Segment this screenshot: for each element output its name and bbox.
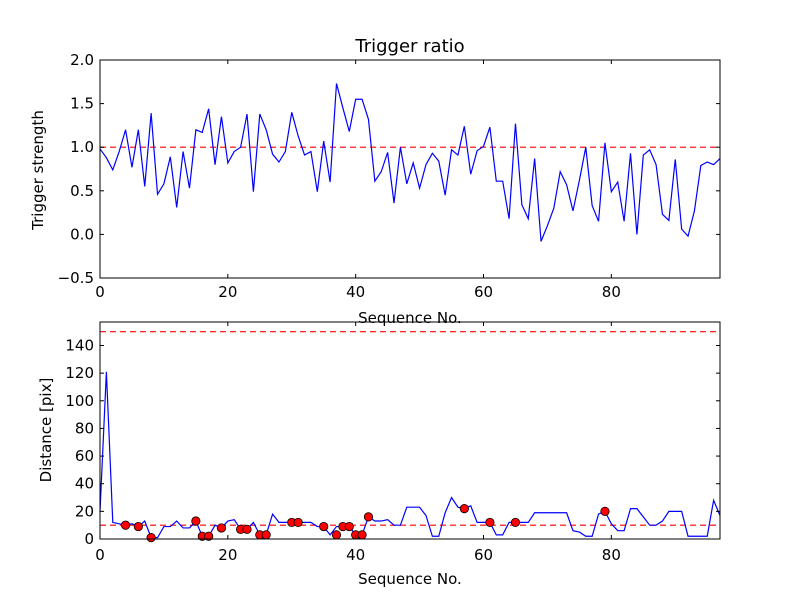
x-tick-label: 0 — [95, 546, 105, 564]
plot-area: 0 20 40 60 80 −0.5 0.0 0.5 1.0 1.5 2.0 — [58, 51, 721, 301]
y-tick-label: 100 — [65, 392, 94, 410]
data-point-marker — [242, 524, 252, 534]
data-point-marker — [510, 517, 521, 528]
y-tick-label: 20 — [75, 502, 94, 520]
data-point-marker — [319, 521, 329, 532]
y-tick-label: 40 — [75, 475, 94, 493]
x-tick-label: 60 — [474, 546, 493, 564]
data-point-marker — [357, 530, 367, 540]
x-axis-label: Sequence No. — [358, 570, 462, 588]
data-point-marker — [120, 520, 131, 530]
data-point-marker — [204, 531, 214, 541]
data-point-marker — [600, 506, 610, 516]
data-point-marker — [133, 521, 143, 532]
y-tick-label: 1.0 — [70, 138, 94, 156]
trigger-ratio-chart: Trigger ratio 0 20 40 60 80 −0.5 0.0 0.5 1.0 1.5 2… — [29, 36, 721, 327]
x-tick-label: 20 — [218, 546, 237, 564]
plot-frame — [99, 59, 721, 279]
data-point-marker — [485, 517, 495, 528]
x-tick-label: 0 — [95, 283, 105, 301]
y-tick-label: 1.5 — [70, 95, 94, 113]
x-tick-label: 40 — [346, 546, 365, 564]
data-point-marker — [331, 530, 342, 540]
chart-title: Trigger ratio — [354, 36, 464, 57]
distance-chart: 0 20 40 60 80 0 20 40 60 80 100 120 140 Sequence No.… — [37, 321, 721, 588]
x-tick-label: 20 — [218, 283, 237, 301]
data-point-marker — [459, 503, 469, 514]
data-point-marker — [146, 533, 156, 543]
y-tick-label: 0.0 — [70, 225, 94, 243]
data-point-marker — [344, 521, 354, 532]
data-point-marker — [293, 517, 303, 528]
y-axis-label: Trigger strength — [29, 110, 47, 231]
data-point-marker — [261, 530, 271, 540]
x-tick-label: 60 — [474, 283, 493, 301]
y-tick-label: 120 — [65, 364, 94, 382]
y-tick-label: 0 — [84, 530, 94, 548]
series-line — [99, 83, 721, 242]
x-tick-label: 80 — [602, 546, 621, 564]
plot-frame — [99, 321, 721, 540]
x-tick-label: 80 — [602, 283, 621, 301]
y-tick-label: 140 — [65, 336, 94, 354]
data-point-marker — [363, 512, 374, 522]
x-axis-label: Sequence No. — [358, 309, 462, 327]
plot-area: 0 20 40 60 80 0 20 40 60 80 100 120 140 — [65, 321, 721, 564]
y-tick-label: 80 — [75, 419, 94, 437]
y-tick-label: −0.5 — [58, 269, 94, 287]
x-tick-label: 40 — [346, 283, 365, 301]
series-line — [99, 371, 721, 539]
y-axis-label: Distance [pix] — [37, 378, 55, 483]
data-point-marker — [191, 516, 201, 526]
y-tick-label: 0.5 — [70, 182, 94, 200]
y-tick-label: 60 — [75, 447, 94, 465]
y-tick-label: 2.0 — [70, 51, 94, 69]
data-point-marker — [216, 523, 227, 533]
